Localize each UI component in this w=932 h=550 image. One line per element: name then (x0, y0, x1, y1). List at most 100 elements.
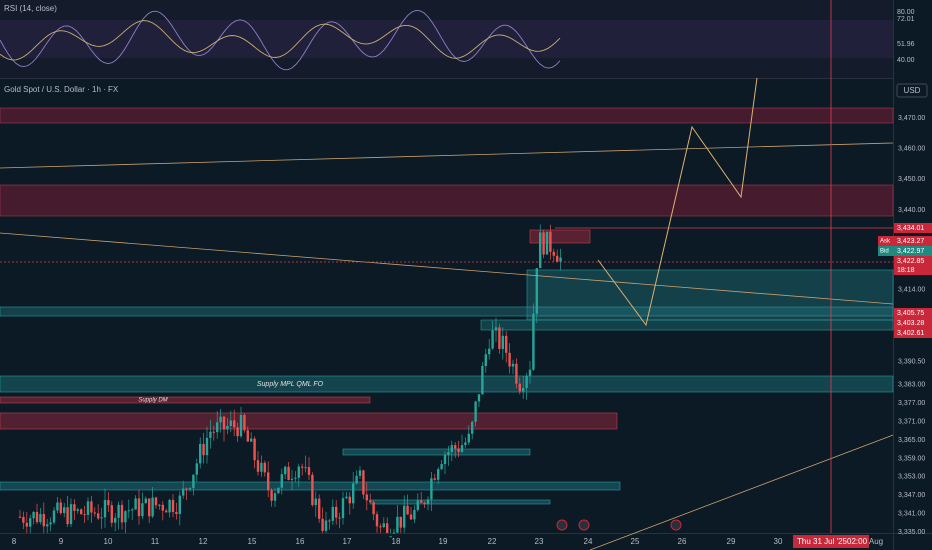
candle-body (273, 493, 277, 501)
candle-body (110, 505, 113, 523)
price-tag (894, 265, 932, 275)
candle-body (484, 354, 487, 367)
candle-body (18, 516, 22, 518)
candle-body (239, 414, 243, 437)
time-label: 22 (488, 537, 497, 546)
zone (526, 269, 894, 321)
candle-body (318, 498, 321, 519)
zone (0, 412, 618, 430)
rsi-band (0, 20, 893, 58)
candle-body (267, 472, 270, 491)
candle-body (549, 231, 552, 252)
candle-body (307, 467, 311, 475)
event-icon (578, 519, 590, 531)
candle-body (301, 466, 304, 468)
zone (0, 184, 894, 217)
candle-body (528, 369, 532, 376)
candle-body (83, 514, 86, 516)
candle-body (511, 363, 515, 367)
rsi-axis-label: 40.00 (897, 57, 915, 64)
candle-body (39, 513, 42, 523)
candle-body (216, 422, 219, 433)
candle-body (467, 433, 470, 443)
time-label: 24 (584, 537, 593, 546)
candle-body (226, 425, 229, 430)
candle-body (481, 366, 484, 395)
candle-body (437, 469, 440, 480)
candle-body (416, 500, 419, 510)
candle-body (73, 504, 76, 511)
candle-body (304, 467, 307, 469)
candle-body (97, 513, 100, 519)
currency[interactable]: USD (904, 86, 921, 95)
candle-body (426, 499, 430, 505)
candle-body (90, 501, 93, 513)
candle-body (243, 414, 246, 431)
candle-body (532, 313, 535, 370)
candle-body (420, 500, 423, 503)
rsi-axis-label: 51.96 (897, 41, 915, 48)
price-tag-side (878, 246, 894, 256)
price-tag (894, 328, 932, 338)
candle-body (522, 388, 525, 392)
candle-body (103, 500, 107, 518)
candle-body (314, 498, 317, 506)
candle-body (477, 394, 481, 402)
candle-body (209, 431, 212, 438)
candle-body (22, 516, 25, 523)
candle-body (345, 496, 348, 499)
candle-body (158, 504, 161, 506)
candle-body (212, 431, 215, 433)
price-tick-label: 3,371.00 (898, 418, 925, 425)
price-tag-kind: Bid (880, 249, 889, 255)
candle-body (535, 268, 538, 314)
trend-line (589, 434, 894, 550)
candle-body (46, 524, 49, 527)
candle-body (440, 464, 443, 470)
time-label: 10 (104, 537, 113, 546)
candle-body (222, 416, 226, 430)
candle-body (117, 504, 120, 518)
candle-body (403, 505, 406, 528)
rsi-line (0, 20, 561, 61)
candle-body (464, 442, 467, 446)
rsi-line (0, 9, 561, 71)
candle-body (297, 466, 300, 478)
zone (480, 319, 894, 331)
price-tag (894, 246, 932, 256)
candle-body (338, 517, 341, 519)
candle-body (127, 510, 130, 512)
candle-body (63, 507, 66, 514)
price-tag-label: 3,423.27 (897, 238, 924, 245)
price-tag-label: 3,405.75 (897, 310, 924, 317)
candle-body (365, 494, 368, 501)
candle-body (508, 352, 511, 367)
zone (0, 481, 621, 491)
candle-body (284, 466, 287, 475)
candle-body (454, 445, 457, 449)
candle-body (270, 490, 273, 501)
price-tick-label: 3,353.00 (898, 474, 925, 481)
candle-body (192, 474, 195, 489)
candle-body (494, 327, 498, 331)
zone (0, 107, 894, 124)
candle-body (185, 488, 188, 490)
price-tick-label: 3,450.00 (898, 176, 925, 183)
candle-body (250, 438, 253, 442)
symbol-title: Gold Spot / U.S. Dollar · 1h · FX (4, 85, 119, 94)
price-tag (894, 308, 932, 318)
candle-body (52, 510, 56, 523)
candle-body (348, 496, 351, 504)
candle-body (474, 401, 477, 422)
time-label: 16 (296, 537, 305, 546)
candle-body (382, 523, 385, 528)
candle-body (32, 512, 35, 519)
time-label: 19 (439, 537, 448, 546)
currency-button[interactable] (896, 83, 928, 98)
zone (0, 306, 894, 317)
price-tick-label: 3,365.00 (898, 437, 925, 444)
candle-body (399, 516, 402, 528)
candle-body (246, 430, 249, 442)
